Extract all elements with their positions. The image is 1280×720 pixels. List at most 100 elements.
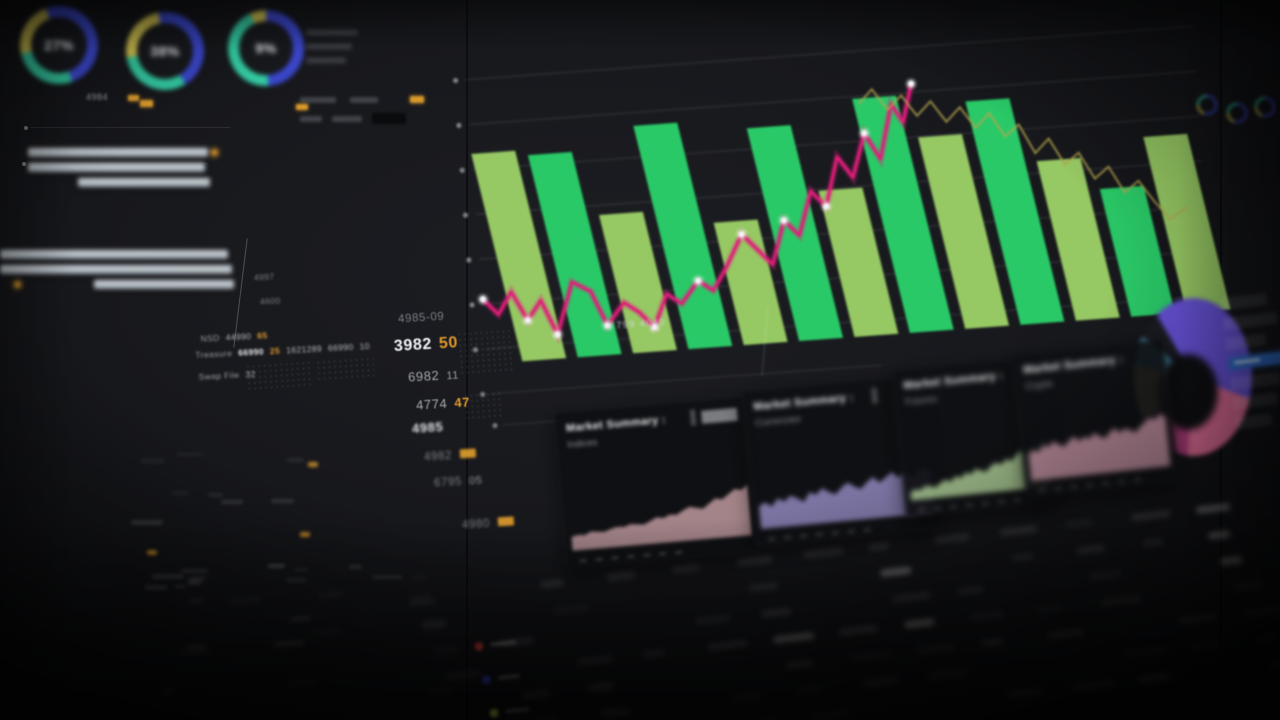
blurred-cell	[862, 676, 898, 688]
orange-value-chip	[459, 448, 477, 459]
area-fill	[1028, 413, 1171, 481]
h-bar	[94, 280, 234, 289]
blurred-text	[163, 689, 175, 694]
grid-line	[468, 70, 1196, 126]
list-row[interactable]	[1235, 413, 1273, 430]
price-value: 4985-09	[397, 310, 445, 326]
price-row: 4980	[461, 516, 515, 532]
tick-mark	[611, 556, 619, 560]
legend	[474, 634, 562, 720]
blurred-text	[287, 457, 305, 463]
blurred-cell	[1100, 594, 1143, 607]
blurred-cell	[748, 581, 779, 593]
orange-value-chip	[308, 462, 318, 467]
mini-bar	[689, 409, 697, 426]
list-row[interactable]	[1232, 392, 1278, 410]
legend-dot-red	[474, 641, 484, 652]
blurred-cell	[868, 541, 891, 552]
blurred-cell	[1142, 537, 1165, 548]
list-row[interactable]	[1222, 311, 1278, 331]
mini-bar	[871, 387, 878, 404]
price-accent: 47	[453, 394, 471, 411]
list-row[interactable]	[1230, 371, 1280, 390]
area-chart	[1028, 413, 1171, 481]
blurred-cell	[1178, 613, 1217, 625]
price-value: 6795	[433, 475, 463, 490]
grid-line	[465, 25, 1193, 81]
selected-list-row[interactable]	[1227, 350, 1280, 370]
blurred-cell	[605, 570, 636, 582]
price-row: 4982	[424, 448, 477, 464]
card-subtitle: Indices	[566, 437, 598, 451]
price-value: 4985	[411, 419, 444, 436]
horizontal-bar-group	[0, 0, 330, 330]
card-title: Market Summary :	[565, 414, 667, 435]
grid-dot	[459, 167, 465, 173]
list-row[interactable]	[1225, 333, 1267, 351]
watch-cell: Treasure	[195, 348, 233, 361]
price-row: 6982 11	[407, 366, 460, 385]
tick-mark	[831, 531, 839, 535]
watch-cell: 65	[257, 330, 268, 341]
grid-dot	[456, 122, 462, 128]
tick-mark	[949, 505, 958, 508]
tick-mark	[643, 553, 651, 557]
blurred-text	[139, 458, 165, 464]
blurred-cell	[1035, 603, 1064, 614]
tick-mark	[1086, 483, 1094, 487]
price-value: 3982	[393, 335, 433, 355]
orange-endpoint-dot	[211, 149, 218, 156]
watch-cell: Swap File	[198, 369, 240, 382]
blurred-text	[273, 640, 304, 647]
market-summary-card-crypto[interactable]: Market Summary : Crypto	[1010, 338, 1180, 498]
blurred-cell	[808, 709, 849, 720]
area-fill	[571, 484, 752, 551]
blurred-cell	[1011, 552, 1035, 563]
tick-mark	[1070, 485, 1078, 489]
tick-mark	[847, 530, 855, 533]
blurred-cell	[1190, 639, 1223, 651]
market-summary-card-indices[interactable]: Market Summary : Indices	[553, 395, 761, 569]
card-title: Market Summary :	[753, 391, 854, 414]
tick-mark	[675, 551, 683, 554]
blurred-cell	[981, 637, 1003, 648]
price-value: 6982	[407, 367, 440, 385]
orange-value-chip	[147, 550, 157, 555]
blurred-cell	[1064, 518, 1094, 529]
tick-mark	[815, 533, 823, 536]
price-accent: 05	[468, 474, 483, 488]
blurred-cell	[880, 566, 912, 578]
area-chart	[571, 484, 752, 551]
blurred-cell	[928, 668, 968, 681]
blurred-cell	[1267, 658, 1280, 669]
price-ladder: 4985-09 3982 50 6982 11 4774 47 4985 4982 6795 05 4…	[390, 306, 540, 566]
grid-dot	[466, 257, 472, 263]
blurred-cell	[1195, 503, 1231, 514]
blurred-cell	[1071, 679, 1114, 692]
axis-label: 4600	[259, 295, 281, 307]
watch-cell: 32	[245, 368, 256, 380]
blurred-cell	[1047, 628, 1084, 640]
list-row[interactable]	[1220, 292, 1268, 311]
watch-cell: 66990	[238, 346, 265, 358]
blurred-cell	[707, 639, 749, 652]
watch-cell: 1621289	[285, 343, 323, 356]
tick-mark	[918, 508, 926, 512]
tick-mark	[1038, 488, 1046, 492]
price-value: 4980	[461, 517, 491, 532]
blurred-text	[312, 628, 342, 635]
blurred-text-line	[350, 97, 378, 103]
tick-mark	[863, 528, 871, 532]
card-subtitle: Crypto	[1024, 378, 1054, 393]
blurred-cell	[1088, 569, 1123, 581]
blurred-cell	[838, 624, 879, 637]
tick-mark	[965, 503, 974, 507]
x-axis-ticks	[579, 551, 683, 563]
tick-mark	[595, 558, 603, 561]
blurred-text	[270, 498, 294, 503]
card-title: Market Summary :	[1022, 353, 1124, 377]
tick-mark	[659, 552, 667, 556]
blurred-cell	[796, 685, 824, 696]
blurred-cell	[1207, 530, 1231, 540]
tick-mark	[627, 555, 635, 558]
